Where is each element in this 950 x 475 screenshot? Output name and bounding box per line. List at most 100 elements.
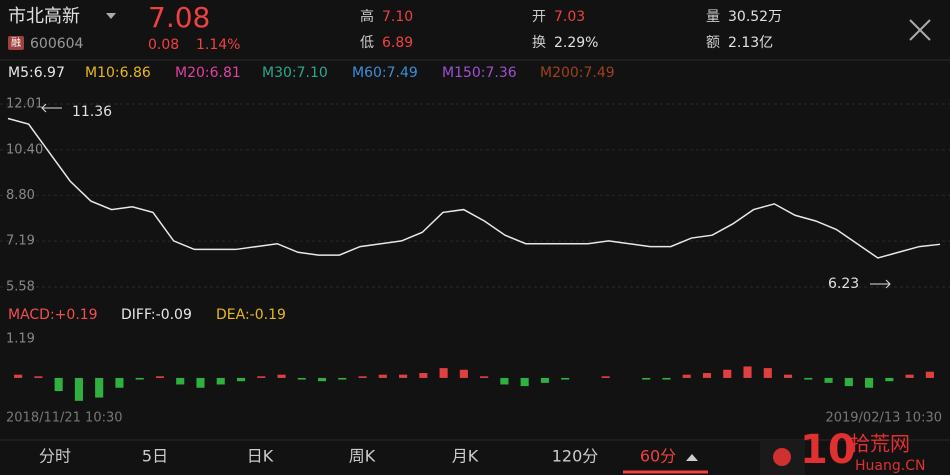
stat-label: 开 (532, 9, 546, 25)
arrow (41, 103, 62, 113)
macd-bar (743, 366, 752, 378)
macd-bar (297, 377, 306, 380)
high-annotation: 11.36 (72, 104, 112, 120)
stat-label: 额 (706, 35, 720, 51)
macd-bar (155, 376, 165, 378)
macd-bar (277, 374, 286, 378)
macd-bar (338, 377, 347, 380)
tab[interactable]: 60分 (640, 447, 676, 466)
ma-label: M200:7.49 (540, 65, 615, 81)
macd-bar (74, 377, 83, 401)
macd-bar (824, 377, 833, 383)
macd-bar (257, 376, 266, 378)
macd-bar (115, 377, 124, 388)
tab[interactable]: 5日 (142, 447, 168, 466)
macd-bar (905, 374, 914, 378)
macd-bar (844, 377, 853, 387)
macd-bar (804, 377, 813, 380)
ma-label: M5:6.97 (8, 65, 65, 81)
macd-bar (196, 377, 205, 388)
watermark-site: 拾荒网 (850, 432, 910, 456)
stat-value: 6.89 (382, 35, 413, 51)
badge: 融 (11, 37, 21, 49)
macd-bar (378, 374, 387, 378)
dropdown-icon[interactable] (106, 13, 116, 19)
tab[interactable]: 周K (349, 447, 376, 466)
macd-bar (54, 377, 63, 392)
change-pct: 1.14% (196, 37, 240, 53)
macd-bar (500, 377, 509, 385)
stat-label: 量 (706, 9, 720, 25)
macd-bar (95, 377, 104, 398)
macd-bar (176, 377, 185, 385)
macd-bar (439, 368, 448, 378)
tab-caret (686, 454, 698, 461)
macd-label: MACD:+0.19 (8, 307, 98, 323)
price: 7.08 (148, 1, 210, 34)
close-button[interactable] (909, 19, 931, 41)
macd-bar (540, 377, 549, 383)
macd-bar (865, 377, 874, 388)
stock-code: 600604 (30, 36, 84, 52)
price-line (7, 117, 941, 259)
macd-bar (419, 373, 428, 378)
macd-bar (520, 377, 529, 387)
macd-bar (642, 377, 651, 380)
stat-label: 换 (532, 34, 546, 51)
tab[interactable]: 120分 (552, 447, 599, 466)
stat-value: 7.03 (554, 9, 585, 25)
macd-bar (925, 371, 934, 378)
watermark-number: 10 (800, 427, 856, 473)
macd-label: DEA:-0.19 (216, 307, 286, 323)
macd-bar (480, 376, 489, 378)
y-tick-label: 1.19 (6, 332, 35, 347)
change: 0.08 (148, 37, 179, 53)
macd-bar (459, 369, 468, 378)
stat-value: 7.10 (382, 9, 413, 25)
macd-bar (358, 376, 367, 378)
stat-value: 2.13亿 (728, 35, 773, 51)
badge-bg (8, 36, 24, 50)
macd-bar (662, 377, 671, 380)
y-tick-label: 8.80 (6, 188, 35, 203)
macd-bar (236, 377, 246, 382)
macd-bar (702, 373, 712, 378)
tab[interactable]: 日K (247, 447, 274, 466)
y-tick-label: 10.40 (6, 142, 43, 157)
y-tick-label: 12.01 (6, 97, 43, 112)
arrow (870, 279, 891, 289)
macd-bar (885, 377, 894, 382)
ma-label: M10:6.86 (85, 65, 151, 81)
watermark-url: Huang.CN (855, 458, 925, 474)
tab[interactable]: 分时 (39, 447, 71, 466)
ma-label: M60:7.49 (352, 65, 418, 81)
ma-label: M150:7.36 (442, 65, 517, 81)
macd-label: DIFF:-0.09 (121, 307, 192, 323)
stat-label: 低 (360, 35, 374, 51)
macd-bar (723, 369, 732, 378)
macd-bar (34, 376, 43, 378)
tab[interactable]: 月K (452, 447, 479, 466)
macd-bar (763, 368, 772, 378)
y-tick-label: 5.58 (6, 280, 35, 295)
date-label: 2018/11/21 10:30 (6, 411, 123, 426)
ma-label: M20:6.81 (175, 65, 241, 81)
macd-bar (216, 377, 225, 385)
stat-value: 2.29% (554, 35, 598, 51)
macd-bar (14, 374, 23, 378)
stock-name: 市北高新 (8, 6, 80, 27)
record-icon (773, 448, 791, 466)
low-annotation: 6.23 (828, 276, 859, 292)
stat-label: 高 (360, 8, 374, 25)
macd-bar (399, 374, 408, 378)
ma-label: M30:7.10 (262, 65, 328, 81)
macd-bar (601, 376, 610, 378)
macd-bar (682, 374, 691, 378)
macd-bar (317, 377, 327, 382)
macd-bar (783, 374, 793, 378)
macd-bar (135, 377, 144, 380)
stat-value: 30.52万 (728, 9, 782, 25)
y-tick-label: 7.19 (6, 234, 35, 249)
